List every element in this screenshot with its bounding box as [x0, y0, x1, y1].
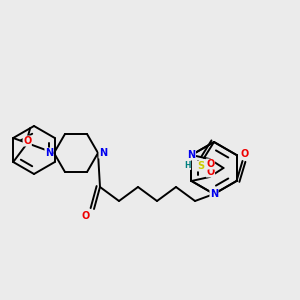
- Text: O: O: [240, 149, 249, 159]
- Text: N: N: [45, 148, 53, 158]
- Text: H: H: [184, 160, 191, 169]
- Text: O: O: [23, 136, 31, 146]
- Text: N: N: [210, 189, 218, 199]
- Text: O: O: [206, 159, 214, 169]
- Text: N: N: [188, 150, 196, 160]
- Text: N: N: [99, 148, 107, 158]
- Text: O: O: [206, 167, 214, 177]
- Text: O: O: [82, 211, 90, 221]
- Text: S: S: [197, 161, 205, 171]
